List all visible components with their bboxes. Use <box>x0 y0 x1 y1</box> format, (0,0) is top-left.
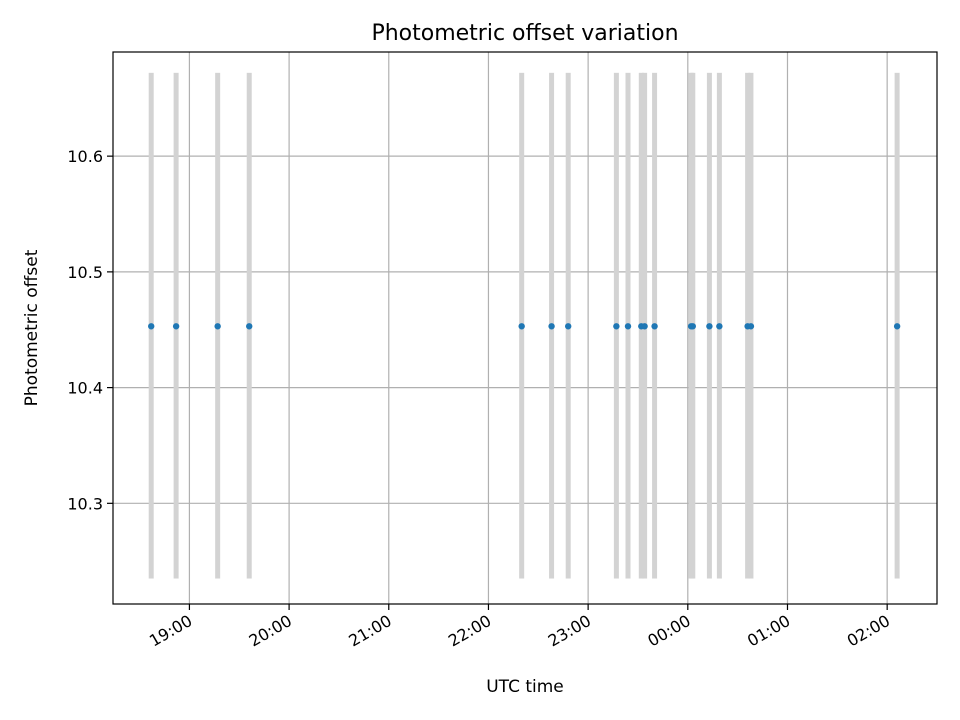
data-point <box>214 323 221 330</box>
x-tick-label: 23:00 <box>545 611 594 651</box>
x-tick-label: 01:00 <box>744 611 793 651</box>
y-axis-ticks: 10.3 10.4 10.5 10.6 <box>67 147 113 513</box>
y-tick-label: 10.4 <box>67 379 103 398</box>
y-tick-label: 10.5 <box>67 263 103 282</box>
data-point <box>564 323 572 330</box>
data-point <box>747 323 755 330</box>
chart-title: Photometric offset variation <box>371 21 678 46</box>
grid <box>113 52 937 604</box>
data-point <box>689 323 696 330</box>
data-point <box>716 323 723 330</box>
x-axis-label: UTC time <box>486 677 564 697</box>
y-tick-label: 10.6 <box>67 147 103 166</box>
data-point <box>148 323 155 330</box>
data-point <box>518 323 525 330</box>
y-axis-label: Photometric offset <box>22 249 42 406</box>
x-tick-label: 00:00 <box>644 611 693 651</box>
x-tick-label: 21:00 <box>345 611 394 651</box>
x-axis-ticks: 19:00 20:00 21:00 22:00 23:00 00:00 01:00 02:00 <box>146 604 893 651</box>
data-point <box>172 323 180 330</box>
data-point <box>651 323 658 330</box>
data-point <box>624 323 632 330</box>
data-point <box>246 323 253 330</box>
plot-frame <box>112 51 938 605</box>
data-points <box>148 323 901 330</box>
x-tick-label: 19:00 <box>146 611 195 651</box>
x-tick-label: 02:00 <box>844 611 893 651</box>
x-tick-label: 22:00 <box>445 611 494 651</box>
data-point <box>613 323 620 330</box>
data-point <box>641 323 648 330</box>
data-point <box>893 323 901 330</box>
data-point <box>548 323 555 330</box>
data-point <box>706 323 713 330</box>
y-tick-label: 10.3 <box>67 494 103 513</box>
x-tick-label: 20:00 <box>246 611 295 651</box>
